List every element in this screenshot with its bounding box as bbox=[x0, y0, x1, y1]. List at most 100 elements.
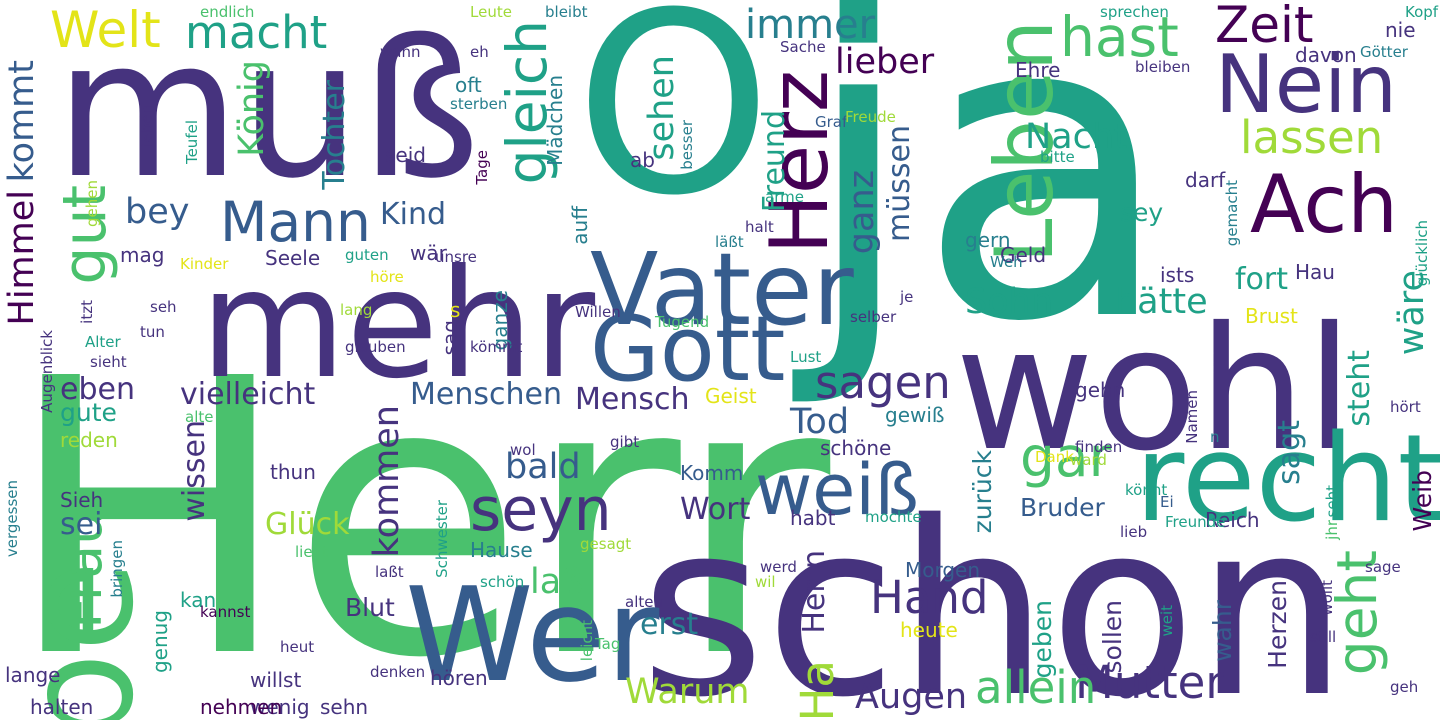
word: muß bbox=[55, 0, 481, 220]
word: ganz bbox=[842, 170, 882, 255]
word: willst bbox=[250, 668, 302, 692]
word: mochte bbox=[865, 508, 922, 526]
word: O bbox=[575, 0, 772, 250]
word: eben bbox=[60, 372, 135, 407]
word: Warum bbox=[625, 672, 750, 712]
word: gehen bbox=[83, 180, 101, 227]
word: heut bbox=[280, 638, 315, 656]
word: weit bbox=[1158, 605, 1176, 637]
word: sagt bbox=[1272, 420, 1307, 485]
word: gesagt bbox=[580, 535, 632, 553]
word: hört bbox=[1390, 398, 1421, 416]
word: müssen bbox=[882, 125, 917, 242]
word: je bbox=[900, 288, 914, 306]
word: kömmt bbox=[470, 338, 523, 356]
word: Augen bbox=[855, 677, 968, 717]
word: still bbox=[1310, 628, 1337, 646]
word: Tochter bbox=[317, 80, 352, 190]
word: höre bbox=[370, 268, 404, 286]
word: finden bbox=[1075, 438, 1123, 456]
word: guten bbox=[345, 246, 389, 264]
word: Tod bbox=[790, 402, 850, 442]
word: endlich bbox=[200, 3, 255, 21]
word: wär bbox=[410, 241, 447, 265]
word: hören bbox=[430, 666, 488, 690]
word: Schwester bbox=[433, 500, 451, 578]
word: werd bbox=[760, 558, 797, 576]
word: sieht bbox=[90, 353, 127, 371]
word: nie bbox=[1385, 18, 1416, 42]
word: heute bbox=[900, 618, 958, 642]
word: schön bbox=[480, 573, 525, 591]
word: sey bbox=[1120, 198, 1164, 227]
word: Freude bbox=[845, 108, 896, 126]
word: geh bbox=[1390, 678, 1419, 696]
word: gern bbox=[965, 228, 1011, 252]
word: Morgen bbox=[905, 558, 981, 582]
word: Dank bbox=[1035, 448, 1074, 466]
word: Nein bbox=[1215, 38, 1397, 131]
word: tun bbox=[140, 323, 165, 341]
word: thun bbox=[270, 460, 316, 484]
word: bleiben bbox=[1135, 58, 1191, 76]
word: Komm bbox=[680, 461, 744, 485]
word: glücklich bbox=[1413, 220, 1431, 287]
word: Namen bbox=[1183, 390, 1201, 444]
word: König bbox=[232, 60, 272, 157]
word: genug bbox=[148, 610, 172, 674]
word: Herrn bbox=[797, 550, 832, 634]
word: auff bbox=[568, 206, 592, 245]
word: vielleicht bbox=[180, 377, 316, 412]
word: lang bbox=[340, 301, 373, 319]
word: ists bbox=[1160, 263, 1195, 287]
word: seht bbox=[1323, 485, 1341, 518]
word: wol bbox=[510, 441, 536, 459]
word: ab bbox=[630, 148, 655, 172]
word: Zeit bbox=[1215, 0, 1314, 54]
word: Tage bbox=[473, 150, 491, 185]
word: bald bbox=[505, 447, 581, 487]
word: Sieh bbox=[60, 488, 104, 512]
word: eh bbox=[470, 43, 489, 61]
word: alte bbox=[185, 408, 214, 426]
word: schon bbox=[640, 470, 1349, 720]
word: arme bbox=[765, 188, 804, 206]
word: kan bbox=[180, 588, 217, 612]
word: kannst bbox=[200, 603, 251, 621]
word: halten bbox=[30, 695, 94, 719]
word: gute bbox=[60, 398, 117, 427]
word: lassen bbox=[1240, 111, 1384, 164]
word: Wer bbox=[405, 559, 660, 711]
word: seid bbox=[385, 143, 426, 167]
word: schöne bbox=[820, 436, 892, 460]
word: Gott bbox=[590, 297, 786, 402]
word: Bruder bbox=[1020, 493, 1105, 522]
word: Mann bbox=[220, 190, 371, 254]
word: macht bbox=[185, 6, 328, 59]
word: bringen bbox=[108, 540, 126, 598]
word: denken bbox=[370, 663, 426, 681]
word: wil bbox=[755, 573, 776, 591]
word: s bbox=[450, 298, 461, 322]
word: Mutter bbox=[1075, 656, 1224, 709]
word: wohl bbox=[955, 291, 1354, 489]
word: unsre bbox=[435, 248, 477, 266]
word: davon bbox=[1295, 43, 1357, 67]
word: Geld bbox=[1000, 243, 1047, 267]
word: n bbox=[1210, 428, 1220, 446]
word: lieben bbox=[138, 105, 156, 151]
word: leicht bbox=[578, 620, 596, 662]
word: habt bbox=[790, 506, 836, 530]
word: vergessen bbox=[3, 480, 21, 558]
word: laß bbox=[530, 562, 584, 602]
word: nehmen bbox=[200, 695, 283, 719]
word: Herzen bbox=[1263, 580, 1292, 669]
word: Ach bbox=[1250, 158, 1399, 251]
word: sehen bbox=[642, 55, 682, 161]
word: Kinder bbox=[180, 255, 229, 273]
word: ward bbox=[1070, 451, 1107, 469]
word: reden bbox=[60, 428, 118, 452]
word: Herr bbox=[5, 298, 831, 720]
word: erst bbox=[640, 607, 699, 642]
word: könnt bbox=[1125, 481, 1168, 499]
